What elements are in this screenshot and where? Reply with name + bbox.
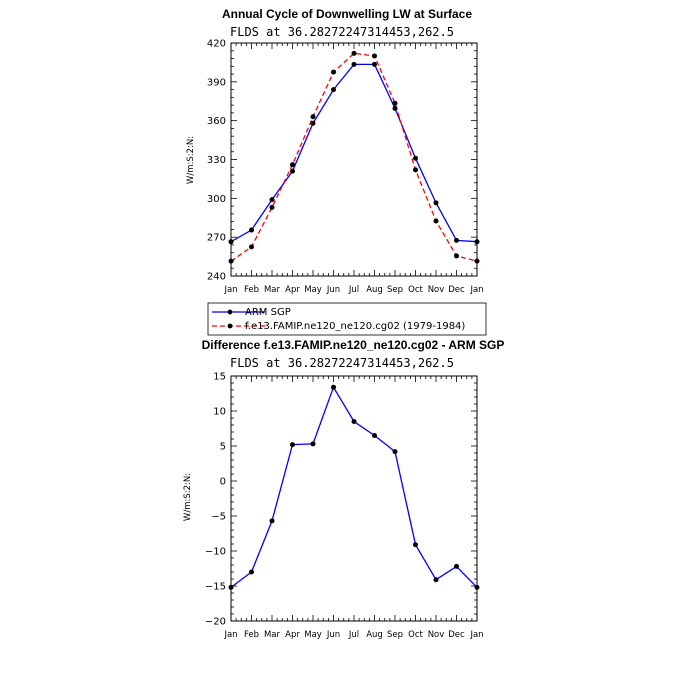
legend-label-model: f.e13.FAMIP.ne120_ne120.cg02 (1979-1984): [245, 321, 465, 332]
series-0-point: [228, 584, 234, 590]
x-tick-label: Jan: [223, 630, 237, 640]
chart1-subtitle: FLDS at 36.28272247314453,262.5: [230, 25, 454, 39]
series-1-point: [331, 69, 336, 75]
y-tick-label: −5: [211, 512, 226, 523]
series-0-point: [454, 237, 459, 243]
series-1-point: [433, 218, 439, 224]
series-1-point: [269, 204, 275, 210]
series-0-point: [228, 239, 234, 245]
y-tick-label: −20: [205, 617, 226, 628]
series-1-point: [249, 244, 254, 250]
y-tick-label: 360: [207, 116, 226, 127]
chart1-ylabel: W/m:S:2:N:: [186, 136, 196, 184]
x-tick-label: Jul: [348, 630, 359, 640]
x-tick-label: May: [304, 630, 322, 640]
series-1-point: [392, 100, 398, 106]
series-0-point: [372, 433, 377, 438]
series-0-point: [474, 584, 480, 590]
series-0-point: [392, 449, 398, 455]
x-tick-label: Oct: [408, 630, 423, 640]
legend-label-arm: ARM SGP: [245, 307, 291, 318]
series-0-point: [331, 87, 336, 93]
y-tick-label: 420: [207, 39, 226, 50]
series-1-point: [351, 50, 357, 56]
series-0-point: [310, 120, 316, 126]
x-tick-label: Dec: [448, 630, 465, 640]
series-1-point: [372, 53, 377, 59]
x-tick-label: May: [304, 285, 322, 295]
x-tick-label: Apr: [285, 630, 300, 640]
series-0-point: [331, 384, 336, 390]
x-tick-label: Jun: [326, 630, 340, 640]
series-1-point: [290, 162, 295, 168]
series-0-point: [433, 577, 439, 583]
plot-frame: [230, 42, 478, 277]
legend-box: [207, 302, 487, 336]
plot-frame: [230, 375, 478, 622]
x-tick-label: Jan: [223, 285, 237, 295]
series-line-1: [230, 52, 478, 262]
y-tick-label: 5: [220, 442, 226, 453]
y-tick-label: 15: [213, 372, 226, 383]
series-0-point: [413, 542, 418, 548]
series-0-point: [351, 61, 357, 67]
series-line-0: [230, 385, 478, 588]
x-tick-label: Oct: [408, 285, 423, 295]
series-1-point: [310, 114, 316, 120]
y-tick-label: 270: [207, 233, 226, 244]
series-0-point: [413, 155, 418, 161]
series-0-point: [372, 61, 377, 67]
y-tick-label: 330: [207, 155, 226, 166]
y-tick-label: 0: [220, 477, 226, 488]
x-tick-label: Dec: [448, 285, 465, 295]
chart2-title: Difference f.e13.FAMIP.ne120_ne120.cg02 …: [202, 338, 505, 352]
series-0-point: [290, 442, 295, 448]
y-tick-label: 390: [207, 77, 226, 88]
chart2-ylabel: W/m:S:2:N:: [183, 473, 193, 521]
series-0-point: [249, 569, 254, 575]
x-tick-label: Feb: [244, 630, 259, 640]
y-tick-label: 300: [207, 194, 226, 205]
x-tick-label: Mar: [264, 285, 281, 295]
x-tick-label: Nov: [428, 285, 445, 295]
chart1-plot-area: 240 270 300 330 360 390 420 Jan Feb Mar Apr May Jun J…: [207, 39, 484, 296]
y-tick-label: −10: [205, 547, 226, 558]
series-0-point: [249, 227, 254, 233]
x-tick-label: Feb: [244, 285, 259, 295]
chart1-title: Annual Cycle of Downwelling LW at Surfac…: [222, 7, 472, 21]
series-0-point: [290, 168, 295, 174]
x-tick-label: Mar: [264, 630, 281, 640]
legend-marker-model: [227, 323, 233, 329]
x-tick-label: Nov: [428, 630, 445, 640]
x-tick-label: Sep: [387, 285, 403, 295]
series-1-point: [413, 167, 418, 173]
series-1-point: [474, 258, 480, 264]
series-0-point: [269, 518, 275, 524]
series-0-point: [474, 239, 480, 245]
y-tick-label: 10: [213, 407, 226, 418]
chart2-plot-area: −20 −15 −10 −5 0 5 10 15 Jan Feb Mar Apr May Jun Jul Au…: [205, 372, 484, 641]
y-tick-label: 240: [207, 272, 226, 283]
series-0-point: [433, 200, 439, 206]
x-tick-label: Aug: [366, 285, 383, 295]
chart2-subtitle: FLDS at 36.28272247314453,262.5: [230, 356, 454, 370]
series-0-point: [392, 105, 398, 111]
series-0-point: [269, 197, 275, 203]
x-tick-label: Jan: [469, 285, 483, 295]
series-0-point: [310, 441, 316, 447]
series-1-point: [228, 258, 234, 264]
legend: ARM SGP f.e13.FAMIP.ne120_ne120.cg02 (19…: [207, 302, 487, 336]
x-tick-label: Jun: [326, 285, 340, 295]
x-tick-label: Apr: [285, 285, 300, 295]
y-tick-label: −15: [205, 582, 226, 593]
x-tick-label: Jul: [348, 285, 359, 295]
series-0-point: [454, 563, 459, 569]
x-tick-label: Aug: [366, 630, 383, 640]
x-tick-label: Jan: [469, 630, 483, 640]
series-0-point: [351, 419, 357, 424]
legend-marker-arm: [227, 309, 233, 315]
x-tick-label: Sep: [387, 630, 403, 640]
series-1-point: [454, 253, 459, 259]
